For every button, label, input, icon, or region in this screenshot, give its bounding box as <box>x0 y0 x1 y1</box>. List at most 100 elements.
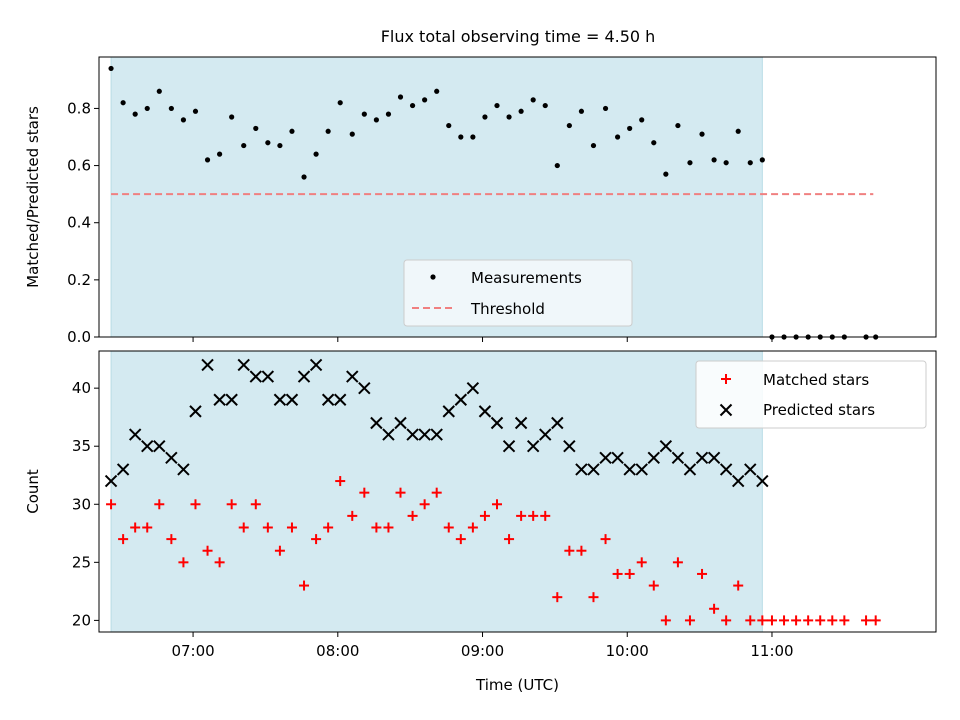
predicted-star-point <box>719 463 733 476</box>
matched-star-point <box>697 568 708 579</box>
predicted-star-point <box>430 428 443 441</box>
predicted-star-point <box>623 463 636 476</box>
matched-star-point <box>118 534 129 545</box>
bottom-panel: 20 25 30 35 40 07:00 08:00 09:00 10:00 11:00 Cou… <box>24 350 937 694</box>
predicted-star-point <box>297 370 311 383</box>
bottom-y-tick-label: 30 <box>72 495 91 513</box>
top-legend: Measurements Threshold <box>403 259 633 327</box>
predicted-star-point <box>466 381 480 395</box>
predicted-star-point <box>575 463 588 476</box>
measurement-point <box>482 114 488 120</box>
measurement-point <box>735 128 741 134</box>
matched-star-point <box>347 510 358 521</box>
matched-star-point <box>491 499 502 510</box>
predicted-star-point <box>261 370 275 383</box>
measurement-point <box>156 88 162 94</box>
bottom-plot-frame <box>98 350 937 633</box>
predicted-star-point <box>177 463 190 476</box>
matched-star-point <box>262 522 273 533</box>
legend-predicted-marker <box>719 403 733 417</box>
predicted-star-point <box>707 451 721 465</box>
matched-star-point <box>335 476 346 487</box>
measurement-point <box>759 157 765 163</box>
measurement-point <box>120 100 126 106</box>
measurement-point <box>687 160 693 166</box>
measurement-point <box>446 122 452 129</box>
measurement-point <box>409 102 416 109</box>
predicted-star-point <box>382 428 395 441</box>
chart-title: Flux total observing time = 4.50 h <box>381 27 656 46</box>
measurement-point <box>518 108 524 114</box>
matched-star-point <box>576 545 587 556</box>
matched-star-point <box>660 615 671 626</box>
measurement-point <box>204 157 211 163</box>
matched-star-point <box>540 510 551 521</box>
measurement-point <box>337 100 343 106</box>
matched-star-point <box>733 580 744 591</box>
legend-threshold-label: Threshold <box>470 300 545 318</box>
count-points <box>104 358 881 626</box>
matched-star-point <box>815 615 826 626</box>
measurement-point <box>711 157 717 163</box>
predicted-star-point <box>418 428 431 441</box>
measurement-point <box>301 174 307 180</box>
predicted-star-point <box>128 428 142 441</box>
measurement-point <box>313 151 319 157</box>
measurement-point <box>530 97 536 103</box>
matched-star-point <box>250 499 261 510</box>
predicted-star-point <box>683 463 697 476</box>
measurement-point <box>217 151 223 157</box>
measurement-point <box>132 111 138 117</box>
bottom-x-ticks: 07:00 08:00 09:00 10:00 11:00 <box>171 632 794 660</box>
matched-star-point <box>588 592 599 603</box>
predicted-star-point <box>502 440 516 453</box>
predicted-star-point <box>635 463 648 476</box>
matched-star-point <box>395 487 406 498</box>
x-tick-label: 09:00 <box>461 642 504 660</box>
matched-star-point <box>766 615 777 626</box>
legend-matched-plus <box>721 374 731 384</box>
predicted-star-point <box>756 474 769 488</box>
measurement-point <box>627 125 633 132</box>
predicted-star-point <box>744 463 757 476</box>
matched-star-point <box>648 580 659 591</box>
matched-star-point <box>861 615 872 626</box>
measurement-point <box>422 97 428 103</box>
measurement-point <box>253 125 259 132</box>
legend-measurements-label: Measurements <box>471 269 582 287</box>
predicted-star-point <box>104 474 118 488</box>
x-axis-label: Time (UTC) <box>475 676 559 694</box>
matched-star-point <box>479 510 490 521</box>
measurement-point <box>470 134 476 140</box>
matched-star-point <box>443 522 454 533</box>
matched-star-point <box>757 615 768 626</box>
predicted-star-point <box>273 393 287 406</box>
x-tick-label: 07:00 <box>171 642 214 660</box>
matched-star-point <box>214 557 225 568</box>
measurement-point <box>108 65 114 72</box>
predicted-star-point <box>346 370 359 383</box>
predicted-star-point <box>563 440 576 453</box>
matched-star-point <box>455 534 466 545</box>
bottom-legend: Matched stars Predicted stars <box>695 360 927 429</box>
measurement-point <box>554 162 560 169</box>
measurement-point <box>542 102 548 109</box>
measurement-point <box>241 142 247 149</box>
matched-star-point <box>431 487 442 498</box>
top-y-axis-label: Matched/Predicted stars <box>24 106 42 288</box>
predicted-star-point <box>695 451 709 465</box>
matched-star-point <box>779 615 790 626</box>
predicted-star-point <box>285 393 299 406</box>
matched-star-point <box>311 534 322 545</box>
measurement-point <box>506 114 512 120</box>
predicted-star-point <box>599 451 612 465</box>
measurement-point <box>289 128 295 134</box>
bottom-y-axis-label: Count <box>24 469 42 514</box>
measurement-point <box>168 105 174 112</box>
top-y-tick-label: 0.8 <box>67 99 91 117</box>
measurement-point <box>385 111 392 117</box>
matched-star-point <box>564 545 575 556</box>
matched-star-point <box>839 615 850 626</box>
measurement-point <box>458 134 464 140</box>
predicted-star-point <box>189 405 202 418</box>
